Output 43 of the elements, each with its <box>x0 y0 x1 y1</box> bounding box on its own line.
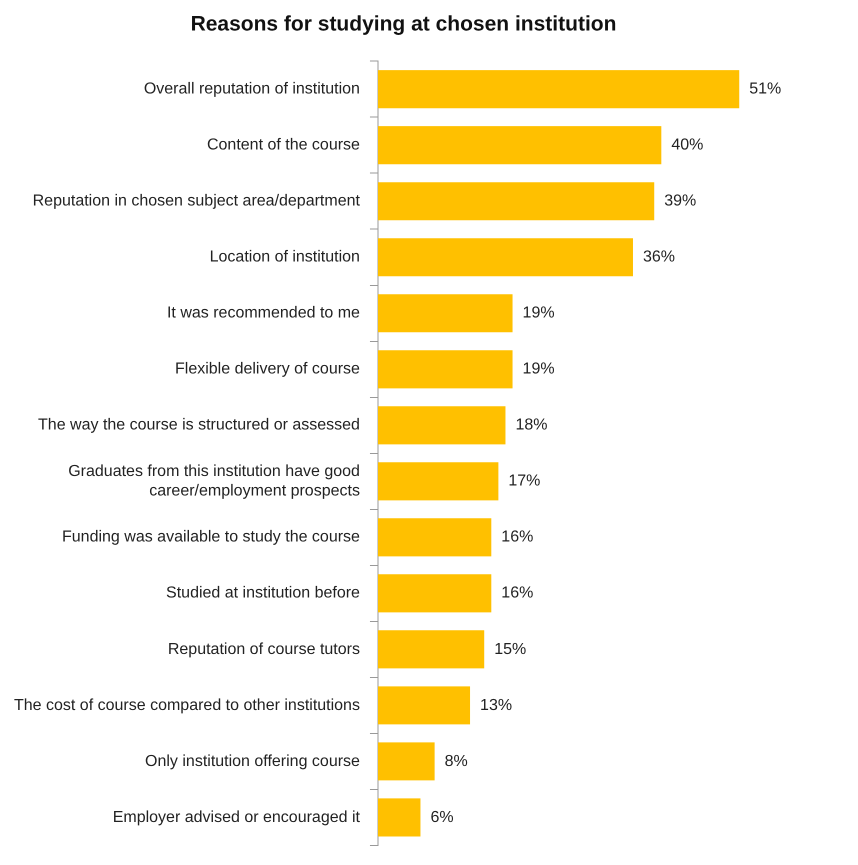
bar <box>378 574 492 612</box>
data-label: 17% <box>508 472 540 490</box>
y-tick-label: Location of institution <box>210 248 360 266</box>
bar <box>378 182 654 220</box>
y-tick-label: Only institution offering course <box>145 752 360 770</box>
data-label: 6% <box>430 808 454 826</box>
y-tick-label: The way the course is structured or assessed <box>38 416 360 434</box>
data-label: 40% <box>671 136 704 154</box>
data-label: 16% <box>501 584 534 602</box>
y-tick-label: Employer advised or encouraged it <box>112 808 361 826</box>
y-tick-label: Reputation in chosen subject area/department <box>32 192 360 210</box>
data-label: 8% <box>444 752 468 770</box>
data-label: 19% <box>522 360 555 378</box>
bar <box>378 126 662 164</box>
data-label: 51% <box>749 80 782 98</box>
data-label: 16% <box>501 528 534 546</box>
bar <box>378 742 435 780</box>
bar <box>378 630 484 668</box>
y-tick-label: Funding was available to study the course <box>62 528 360 546</box>
bar <box>378 518 492 556</box>
data-label: 36% <box>642 248 676 266</box>
data-label: 15% <box>494 640 526 658</box>
bar <box>378 70 740 108</box>
data-label: 18% <box>515 416 548 434</box>
bar <box>378 350 513 388</box>
y-tick-label: It was recommended to me <box>166 304 360 322</box>
data-label: 39% <box>664 192 696 210</box>
y-tick-label: Reputation of course tutors <box>168 640 360 658</box>
data-label: 19% <box>522 304 555 322</box>
y-tick-label: Flexible delivery of course <box>174 360 360 378</box>
bar <box>378 238 633 276</box>
bar <box>378 798 420 836</box>
data-label: 13% <box>480 696 512 714</box>
y-tick-label: Studied at institution before <box>166 584 360 602</box>
bar <box>378 462 498 500</box>
bar <box>378 686 470 724</box>
bar <box>378 406 506 444</box>
y-tick-label: Overall reputation of institution <box>144 80 360 98</box>
y-tick-label: Content of the course <box>206 136 360 154</box>
bar <box>378 294 513 332</box>
y-tick-label: The cost of course compared to other institutions <box>14 696 360 714</box>
y-tick-label: Graduates from this institution have good career/employment prospects <box>68 463 360 500</box>
chart-title: Reasons for studying at chosen institution <box>190 12 616 36</box>
